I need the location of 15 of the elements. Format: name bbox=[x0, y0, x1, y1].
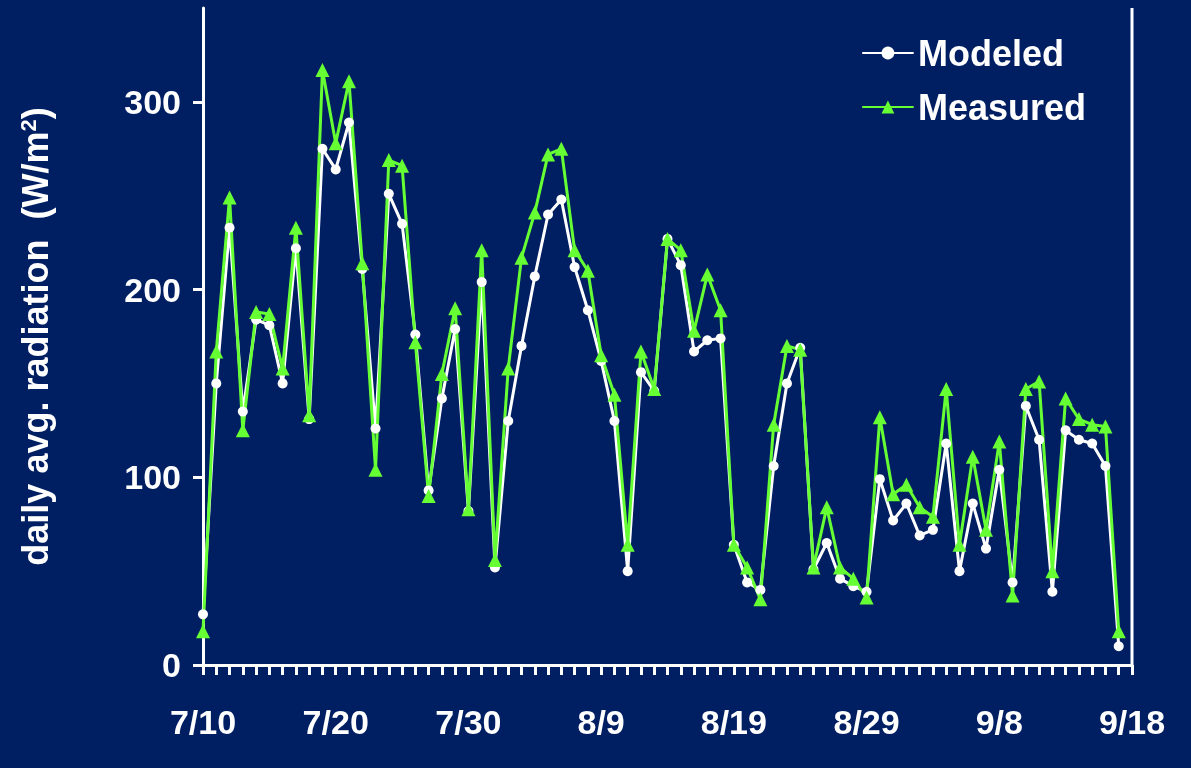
x-tick-label: 8/29 bbox=[833, 703, 900, 741]
x-tick-label: 7/10 bbox=[169, 703, 237, 741]
legend-label: Modeled bbox=[917, 32, 1064, 74]
x-tick-label: 7/20 bbox=[302, 703, 369, 741]
x-tick-label: 8/9 bbox=[577, 703, 625, 741]
y-tick-label: 0 bbox=[162, 646, 181, 684]
x-tick-label: 8/19 bbox=[700, 703, 767, 741]
y-tick-label: 300 bbox=[124, 82, 181, 121]
y-axis-title: daily avg. radiation (W/m2) bbox=[14, 107, 56, 566]
x-tick-label: 7/30 bbox=[435, 703, 502, 741]
legend-label: Measured bbox=[917, 86, 1087, 128]
y-tick-label: 200 bbox=[124, 270, 181, 309]
x-tick-label: 9/18 bbox=[1098, 703, 1166, 741]
y-tick-label: 100 bbox=[124, 458, 181, 497]
x-tick-label: 9/8 bbox=[975, 703, 1023, 741]
